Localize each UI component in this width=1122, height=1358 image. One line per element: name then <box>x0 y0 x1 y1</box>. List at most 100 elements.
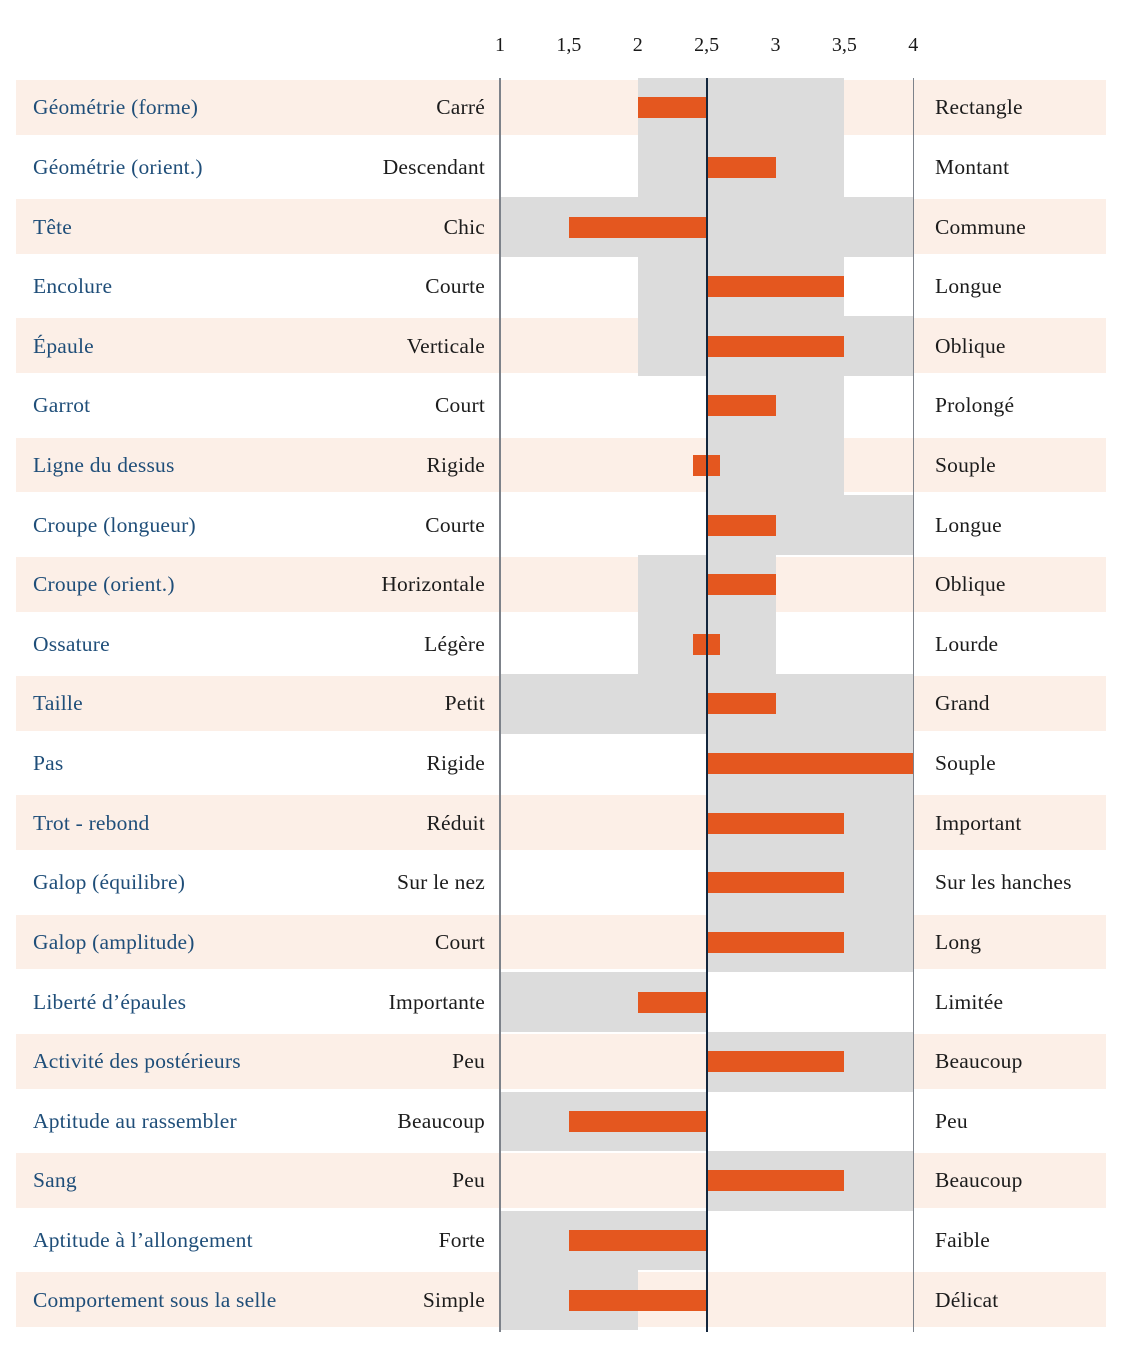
left-anchor-label: Peu <box>452 1168 485 1193</box>
left-anchor-label: Court <box>435 393 485 418</box>
right-anchor-label: Limitée <box>935 989 1004 1014</box>
right-anchor-label: Peu <box>935 1108 968 1133</box>
right-anchor-label: Souple <box>935 751 996 776</box>
axis-line-1 <box>499 78 501 1332</box>
axis-tick-label: 2,5 <box>694 34 720 56</box>
table-row: Aptitude à l’allongement Forte Faible <box>0 1210 1122 1271</box>
trait-label: Encolure <box>33 274 113 299</box>
score-bar <box>706 156 776 178</box>
axis-tick-label: 4 <box>908 34 919 56</box>
row-stripe <box>16 318 1106 374</box>
right-anchor-label: Montant <box>935 154 1010 179</box>
left-anchor-label: Simple <box>422 1287 485 1312</box>
score-bar <box>568 216 707 238</box>
trait-label: Galop (équilibre) <box>33 870 186 895</box>
left-anchor-label: Chic <box>443 214 485 239</box>
axis-line-2-5 <box>705 78 708 1332</box>
score-bar <box>706 574 776 596</box>
trait-label: Trot - rebond <box>33 810 150 835</box>
left-anchor-label: Descendant <box>382 154 485 179</box>
trait-label: Aptitude à l’allongement <box>33 1228 253 1253</box>
table-row: Ossature Légère Lourde <box>0 614 1122 675</box>
trait-label: Comportement sous la selle <box>33 1287 277 1312</box>
table-row: Galop (équilibre) Sur le nez Sur les hanch… <box>0 853 1122 913</box>
score-bar <box>706 276 845 298</box>
score-bar <box>706 931 845 953</box>
table-row: Encolure Courte Longue <box>0 256 1122 317</box>
table-row: Trot - rebond Réduit Important <box>0 793 1122 854</box>
row-stripe <box>16 437 1106 493</box>
table-row: Activité des postérieurs Peu Beaucoup <box>0 1031 1122 1092</box>
table-row: Aptitude au rassembler Beaucoup Peu <box>0 1091 1122 1152</box>
score-bar <box>706 693 776 715</box>
score-bar <box>706 1170 845 1192</box>
trait-label: Aptitude au rassembler <box>33 1108 237 1133</box>
left-anchor-label: Rigide <box>426 751 485 776</box>
row-stripe <box>16 556 1106 612</box>
left-anchor-label: Beaucoup <box>397 1108 485 1133</box>
trait-label: Activité des postérieurs <box>33 1049 241 1074</box>
score-bar <box>637 991 707 1013</box>
right-anchor-label: Commune <box>935 214 1026 239</box>
row-stripe <box>16 1033 1106 1089</box>
range-band <box>706 435 845 496</box>
right-anchor-label: Sur les hanches <box>935 870 1072 895</box>
score-bar <box>568 1230 707 1252</box>
right-anchor-label: Lourde <box>935 631 999 656</box>
score-bar <box>706 335 845 357</box>
trait-label: Sang <box>33 1168 77 1193</box>
trait-label: Croupe (longueur) <box>33 512 196 537</box>
trait-label: Garrot <box>33 393 91 418</box>
table-row: Pas Rigide Souple <box>0 733 1122 794</box>
score-bar <box>637 97 707 119</box>
right-anchor-label: Important <box>935 810 1022 835</box>
trait-label: Pas <box>33 751 64 776</box>
trait-label: Taille <box>33 691 83 716</box>
trait-label: Croupe (orient.) <box>33 572 175 597</box>
table-row: Géométrie (orient.) Descendant Montant <box>0 137 1122 198</box>
left-anchor-label: Rigide <box>426 453 485 478</box>
right-anchor-label: Long <box>935 929 982 954</box>
trait-label: Ossature <box>33 631 110 656</box>
table-row: Sang Peu Beaucoup <box>0 1151 1122 1211</box>
table-row: Liberté d’épaules Importante Limitée <box>0 972 1122 1032</box>
score-bar <box>706 872 845 894</box>
row-stripe <box>16 1153 1106 1208</box>
right-anchor-label: Oblique <box>935 333 1006 358</box>
left-anchor-label: Légère <box>424 631 485 656</box>
right-anchor-label: Délicat <box>935 1287 999 1312</box>
axis-tick-label: 1 <box>495 34 505 56</box>
left-anchor-label: Court <box>435 929 485 954</box>
left-anchor-label: Horizontale <box>381 572 485 597</box>
axis-tick-label: 1,5 <box>556 34 582 56</box>
table-row: Taille Petit Grand <box>0 674 1122 734</box>
right-anchor-label: Prolongé <box>935 393 1015 418</box>
left-anchor-label: Réduit <box>426 810 485 835</box>
right-anchor-label: Oblique <box>935 572 1006 597</box>
trait-label: Galop (amplitude) <box>33 929 195 954</box>
table-row: Ligne du dessus Rigide Souple <box>0 435 1122 496</box>
left-anchor-label: Carré <box>436 95 485 120</box>
table-row: Géométrie (forme) Carré Rectangle <box>0 78 1122 138</box>
row-stripe <box>16 914 1106 970</box>
table-row: Garrot Court Prolongé <box>0 376 1122 436</box>
trait-label: Liberté d’épaules <box>33 989 187 1014</box>
table-row: Épaule Verticale Oblique <box>0 316 1122 377</box>
score-bar <box>706 812 845 834</box>
score-bar <box>568 1110 707 1132</box>
axis-tick-label: 3,5 <box>831 34 857 56</box>
right-anchor-label: Beaucoup <box>935 1049 1023 1074</box>
left-anchor-label: Petit <box>444 691 485 716</box>
trait-label: Ligne du dessus <box>33 453 175 478</box>
left-anchor-label: Sur le nez <box>397 870 485 895</box>
left-anchor-label: Importante <box>388 989 485 1014</box>
right-anchor-label: Souple <box>935 453 996 478</box>
left-anchor-label: Verticale <box>406 333 485 358</box>
table-row: Croupe (longueur) Courte Longue <box>0 495 1122 555</box>
score-bar <box>706 514 776 536</box>
right-anchor-label: Longue <box>935 274 1002 299</box>
left-anchor-label: Courte <box>425 274 485 299</box>
right-anchor-label: Beaucoup <box>935 1168 1023 1193</box>
score-bar <box>706 395 776 417</box>
right-anchor-label: Grand <box>935 691 990 716</box>
